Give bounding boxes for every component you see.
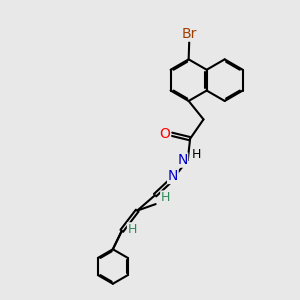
Text: H: H — [161, 191, 170, 204]
Text: N: N — [168, 169, 178, 184]
Text: H: H — [128, 223, 137, 236]
Text: Br: Br — [182, 27, 197, 41]
Text: H: H — [191, 148, 201, 161]
Text: N: N — [177, 153, 188, 167]
Text: O: O — [160, 127, 171, 141]
